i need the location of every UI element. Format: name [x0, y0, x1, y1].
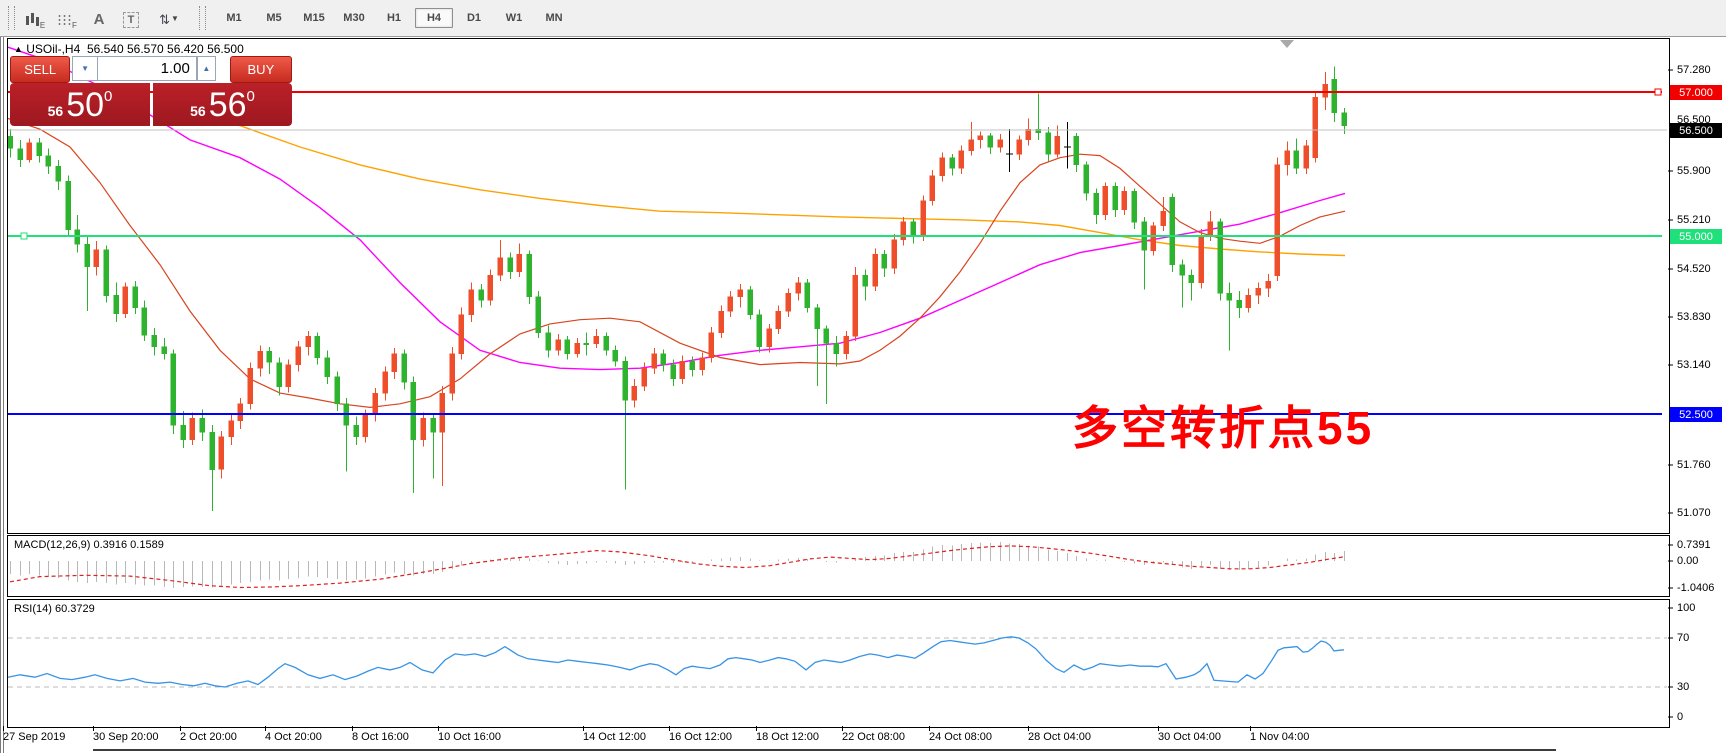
time-axis-label: 18 Oct 12:00 [756, 731, 819, 743]
volume-decrease-button[interactable]: ▼ [72, 56, 97, 81]
grid-glyph [57, 14, 72, 26]
y-axis-label: 57.280 [1677, 64, 1711, 76]
time-axis-label: 28 Oct 04:00 [1028, 731, 1091, 743]
sell-button[interactable]: SELL [10, 56, 71, 83]
rsi-line [7, 636, 1345, 688]
ohlc-values: 56.540 56.570 56.420 56.500 [86, 42, 244, 56]
text-label-icon[interactable]: A [85, 5, 113, 31]
rsi-axis-label: 100 [1677, 602, 1696, 614]
y-axis-label: 55.210 [1677, 214, 1711, 226]
rsi-group [7, 636, 1667, 688]
top-toolbar: E F A T ⇅ ▼ M1 M5 M15 M30 H1 H4 D1 W1 MN [0, 0, 1726, 37]
y-axis-label: 54.520 [1677, 263, 1711, 275]
y-axis-label: 51.070 [1677, 507, 1711, 519]
buy-quote-box[interactable]: 56 56 0 [153, 83, 292, 126]
timeframe-button-h4[interactable]: H4 [415, 8, 453, 28]
macd-label: MACD(12,26,9) 0.3916 0.1589 [14, 539, 164, 551]
macd-group [9, 541, 1345, 589]
time-axis-label: 16 Oct 12:00 [669, 731, 732, 743]
price-badge-55.000: 55.000 [1670, 229, 1722, 244]
buy-button[interactable]: BUY [229, 56, 292, 83]
time-axis-label: 8 Oct 16:00 [352, 731, 409, 743]
time-axis-label: 22 Oct 08:00 [842, 731, 905, 743]
grid-fibonacci-icon[interactable]: F [53, 5, 81, 31]
symbol-name: USOil-,H4 [26, 42, 81, 56]
timeframe-button-w1[interactable]: W1 [505, 12, 523, 24]
timeframe-button-m30[interactable]: M30 [343, 12, 365, 24]
rsi-axis-label: 30 [1677, 681, 1690, 693]
letter-a-glyph: A [93, 11, 105, 28]
icon-sub-e: E [39, 21, 46, 30]
time-axis-label: 27 Sep 2019 [3, 731, 66, 743]
icon-sub-f: F [72, 21, 77, 30]
arrows-glyph: ⇅ [159, 12, 170, 27]
ma-slow-orange [164, 89, 1346, 257]
timeframe-bar: M1 M5 M15 M30 H1 H4 D1 W1 MN [214, 8, 574, 28]
symbol-triangle-icon: ▲ [14, 44, 23, 54]
y-axis-label: 51.760 [1677, 459, 1711, 471]
candlestick-glyph [25, 13, 39, 27]
window-left-border-inner [3, 0, 4, 753]
chart-annotation-text: 多空转折点55 [1072, 402, 1375, 454]
y-axis-label: 53.140 [1677, 359, 1711, 371]
volume-input[interactable] [96, 56, 197, 81]
timeframe-button-mn[interactable]: MN [545, 12, 563, 24]
timeframe-button-m15[interactable]: M15 [303, 12, 325, 24]
toolbar-separator [199, 6, 206, 30]
candles [8, 66, 1347, 511]
chart-expert-icon[interactable]: E [21, 5, 49, 31]
time-axis-label: 24 Oct 08:00 [929, 731, 992, 743]
timeframe-button-h1[interactable]: H1 [386, 12, 402, 24]
timeframe-button-m1[interactable]: M1 [226, 12, 242, 24]
buy-quote-pip: 0 [246, 88, 255, 105]
horizontal-scrollbar[interactable] [93, 749, 1556, 751]
macd-axis-label: -1.0406 [1677, 582, 1715, 594]
main-plot-group [8, 46, 1347, 511]
sell-quote-prefix: 56 [47, 103, 64, 119]
volume-increase-button[interactable]: ▲ [196, 56, 216, 81]
symbol-ohlc-line: ▲ USOil-,H4 56.540 56.570 56.420 56.500 [14, 42, 244, 56]
sell-quote-box[interactable]: 56 50 0 [10, 83, 150, 126]
text-box-icon[interactable]: T [117, 5, 145, 31]
time-axis-label: 10 Oct 16:00 [438, 731, 501, 743]
time-axis-label: 2 Oct 20:00 [180, 731, 237, 743]
letter-t-boxed-glyph: T [122, 12, 140, 28]
chart-shift-marker-icon[interactable] [1280, 40, 1294, 48]
buy-quote-main: 56 [208, 85, 247, 124]
y-axis-label: 55.900 [1677, 165, 1711, 177]
time-axis-label: 30 Sep 20:00 [93, 731, 159, 743]
rsi-label: RSI(14) 60.3729 [14, 603, 95, 615]
axis-ticks [3, 69, 1673, 731]
macd-axis-label: 0.00 [1677, 555, 1699, 567]
timeframe-button-d1[interactable]: D1 [466, 12, 482, 24]
rsi-axis-label: 70 [1677, 632, 1690, 644]
hline-handle[interactable] [1654, 88, 1662, 96]
time-axis-label: 4 Oct 20:00 [265, 731, 322, 743]
price-badge-52.500: 52.500 [1670, 407, 1722, 422]
chevron-down-icon[interactable]: ▼ [170, 14, 179, 23]
price-badge-57.000: 57.000 [1670, 85, 1722, 100]
window-left-border-outer [0, 0, 1, 753]
time-axis-label: 1 Nov 04:00 [1250, 731, 1310, 743]
arrows-objects-icon[interactable]: ⇅ ▼ [149, 5, 189, 31]
time-axis-label: 30 Oct 04:00 [1158, 731, 1221, 743]
hline-handle[interactable] [20, 232, 28, 240]
toolbar-grip[interactable] [8, 6, 15, 30]
sell-quote-pip: 0 [104, 88, 113, 105]
one-click-trade-panel: SELL ▼ ▲ BUY 56 50 0 56 56 0 [10, 56, 292, 126]
y-axis-label: 53.830 [1677, 311, 1711, 323]
price-badge-56.500: 56.500 [1670, 123, 1722, 138]
sell-quote-main: 50 [66, 85, 105, 124]
macd-signal-line [9, 545, 1345, 589]
timeframe-button-m5[interactable]: M5 [266, 12, 282, 24]
macd-axis-label: 0.7391 [1677, 539, 1711, 551]
rsi-axis-label: 0 [1677, 711, 1684, 723]
buy-quote-prefix: 56 [190, 103, 206, 119]
time-axis-label: 14 Oct 12:00 [583, 731, 646, 743]
